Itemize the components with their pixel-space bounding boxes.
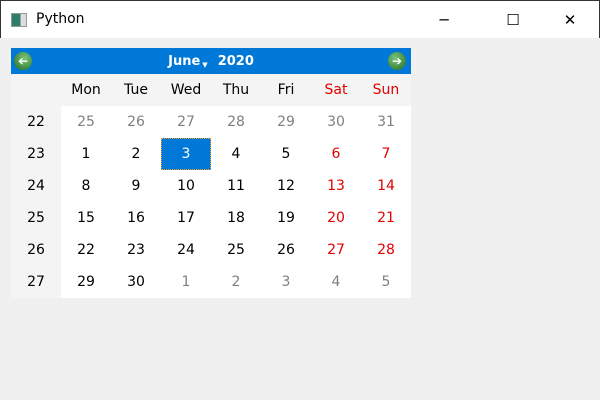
week-number: 23 xyxy=(11,138,61,170)
week-number: 26 xyxy=(11,234,61,266)
day-cell[interactable]: 30 xyxy=(111,266,161,298)
week-row: 22 25 26 27 28 29 30 31 xyxy=(11,106,411,138)
day-cell[interactable]: 13 xyxy=(311,170,361,202)
weekday-header: Sat xyxy=(324,82,348,98)
weekday-header: Fri xyxy=(277,82,295,98)
week-row: 24 8 9 10 11 12 13 14 xyxy=(11,170,411,202)
day-cell[interactable]: 29 xyxy=(261,106,311,138)
day-cell[interactable]: 5 xyxy=(261,138,311,170)
day-cell[interactable]: 28 xyxy=(361,234,411,266)
month-year-display: June ▼ 2020 xyxy=(51,48,371,74)
day-cell[interactable]: 15 xyxy=(61,202,111,234)
day-cell[interactable]: 4 xyxy=(211,138,261,170)
day-cell[interactable]: 28 xyxy=(211,106,261,138)
chevron-down-icon[interactable]: ▼ xyxy=(202,60,208,69)
day-cell[interactable]: 26 xyxy=(111,106,161,138)
calendar-nav-bar: ➔ June ▼ 2020 ➔ xyxy=(11,48,411,74)
weekday-header: Mon xyxy=(71,82,101,98)
day-cell[interactable]: 10 xyxy=(161,170,211,202)
day-cell[interactable]: 17 xyxy=(161,202,211,234)
week-number: 22 xyxy=(11,106,61,138)
year-selector[interactable]: 2020 xyxy=(217,53,254,69)
day-cell[interactable]: 25 xyxy=(211,234,261,266)
day-cell[interactable]: 3 xyxy=(261,266,311,298)
calendar-grid: 22 25 26 27 28 29 30 31 23 1 2 3 4 5 6 7 24 8 9 10 11 12 13 14 2… xyxy=(11,106,411,298)
maximize-button[interactable]: ☐ xyxy=(506,11,520,29)
week-row: 26 22 23 24 25 26 27 28 xyxy=(11,234,411,266)
day-cell[interactable]: 27 xyxy=(161,106,211,138)
week-number-header xyxy=(11,74,61,106)
week-number: 27 xyxy=(11,266,61,298)
weekday-header: Tue xyxy=(124,82,148,98)
day-cell[interactable]: 19 xyxy=(261,202,311,234)
day-cell[interactable]: 24 xyxy=(161,234,211,266)
day-cell[interactable]: 4 xyxy=(311,266,361,298)
weekday-header: Wed xyxy=(170,82,202,98)
week-number: 25 xyxy=(11,202,61,234)
month-selector[interactable]: June xyxy=(168,53,201,69)
arrow-left-icon[interactable]: ➔ xyxy=(14,52,32,70)
arrow-right-icon[interactable]: ➔ xyxy=(388,52,406,70)
day-cell[interactable]: 8 xyxy=(61,170,111,202)
day-cell[interactable]: 11 xyxy=(211,170,261,202)
day-cell[interactable]: 1 xyxy=(161,266,211,298)
day-cell[interactable]: 27 xyxy=(311,234,361,266)
day-cell[interactable]: 20 xyxy=(311,202,361,234)
day-cell[interactable]: 7 xyxy=(361,138,411,170)
day-cell[interactable]: 30 xyxy=(311,106,361,138)
day-cell[interactable]: 9 xyxy=(111,170,161,202)
day-cell[interactable]: 12 xyxy=(261,170,311,202)
minimize-button[interactable]: ─ xyxy=(439,11,449,29)
week-number: 24 xyxy=(11,170,61,202)
day-cell[interactable]: 1 xyxy=(61,138,111,170)
weekday-header: Sun xyxy=(372,82,400,98)
week-row: 27 29 30 1 2 3 4 5 xyxy=(11,266,411,298)
day-cell[interactable]: 5 xyxy=(361,266,411,298)
day-cell[interactable]: 6 xyxy=(311,138,361,170)
app-icon xyxy=(11,13,27,27)
day-cell[interactable]: 18 xyxy=(211,202,261,234)
day-cell[interactable]: 25 xyxy=(61,106,111,138)
day-cell[interactable]: 29 xyxy=(61,266,111,298)
week-row: 25 15 16 17 18 19 20 21 xyxy=(11,202,411,234)
title-bar: Python ─ ☐ ✕ xyxy=(0,0,600,38)
close-button[interactable]: ✕ xyxy=(563,11,577,29)
day-cell-selected[interactable]: 3 xyxy=(161,138,211,170)
day-cell[interactable]: 23 xyxy=(111,234,161,266)
day-cell[interactable]: 16 xyxy=(111,202,161,234)
day-cell[interactable]: 21 xyxy=(361,202,411,234)
day-cell[interactable]: 31 xyxy=(361,106,411,138)
day-cell[interactable]: 26 xyxy=(261,234,311,266)
day-cell[interactable]: 2 xyxy=(211,266,261,298)
week-row: 23 1 2 3 4 5 6 7 xyxy=(11,138,411,170)
day-cell[interactable]: 22 xyxy=(61,234,111,266)
day-cell[interactable]: 2 xyxy=(111,138,161,170)
weekday-header: Thu xyxy=(222,82,250,98)
calendar: ➔ June ▼ 2020 ➔ Mon Tue Wed Thu Fri Sat Sun 22… xyxy=(11,48,411,298)
weekday-header-row: Mon Tue Wed Thu Fri Sat Sun xyxy=(11,74,411,106)
day-cell[interactable]: 14 xyxy=(361,170,411,202)
window-title: Python xyxy=(36,11,85,27)
